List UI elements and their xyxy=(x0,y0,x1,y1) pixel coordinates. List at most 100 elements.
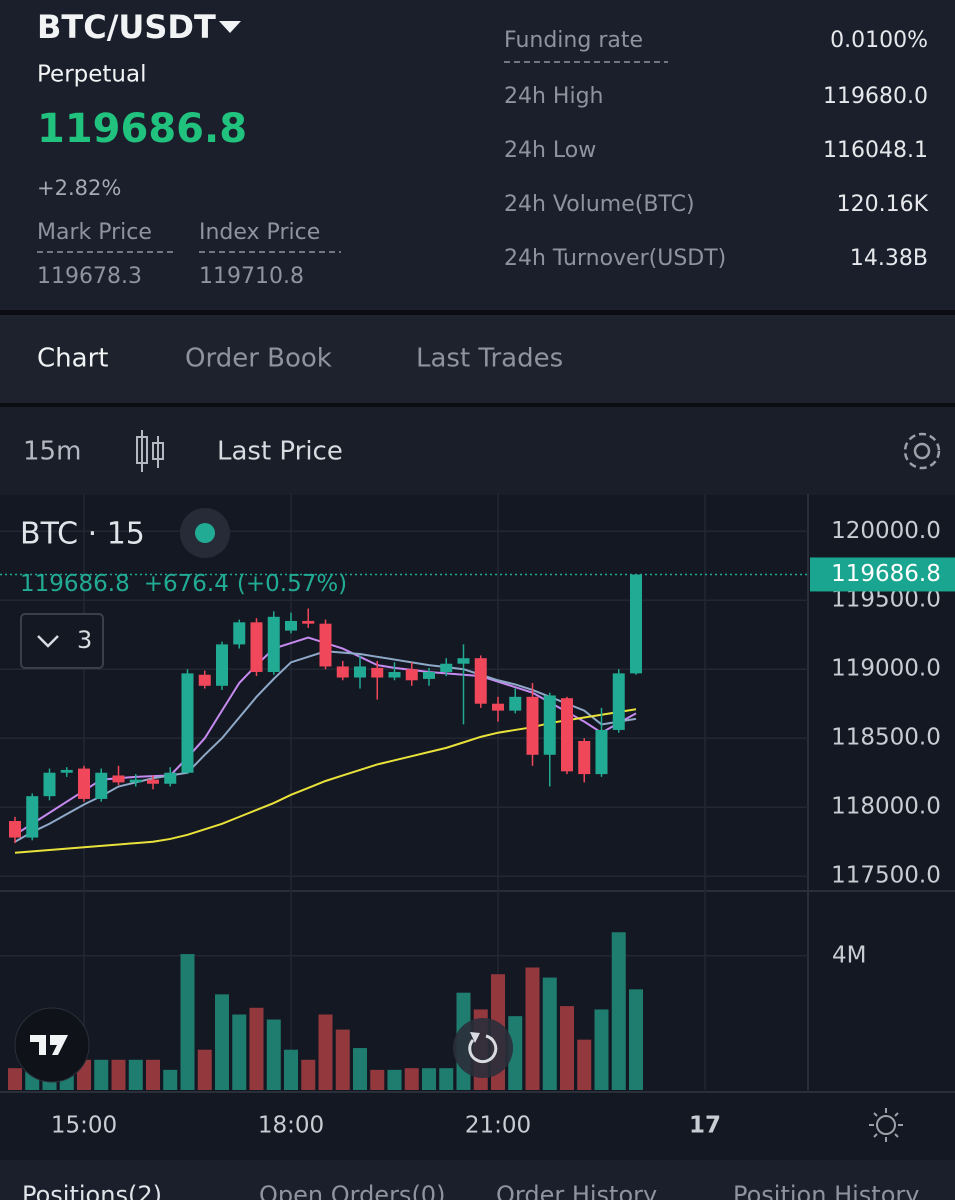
stat-label: Funding rate xyxy=(504,28,643,53)
separator xyxy=(0,403,955,407)
symbol-dropdown[interactable] xyxy=(219,21,241,33)
header-bg xyxy=(0,0,955,310)
last-change: +676.4 xyxy=(144,571,229,597)
price-type[interactable]: Last Price xyxy=(217,437,343,467)
stat-value: 0.0100% xyxy=(830,28,928,53)
settings-icon[interactable] xyxy=(903,432,941,470)
volume-bar xyxy=(370,1069,385,1090)
index-price-label: Index Price xyxy=(199,220,320,245)
volume-bar xyxy=(318,1014,333,1090)
candle-body xyxy=(440,663,453,672)
volume-bar xyxy=(525,967,540,1090)
bottom-bg xyxy=(0,1160,955,1200)
bottom-tab[interactable]: Open Orders(0) xyxy=(259,1181,445,1200)
indicator-count[interactable]: 3 xyxy=(77,626,92,654)
x-tick-label: 15:00 xyxy=(51,1113,117,1139)
y-tick-label: 119000.0 xyxy=(831,656,941,682)
tab[interactable]: Chart xyxy=(37,344,108,374)
candle-body xyxy=(250,622,263,672)
reset-arrow[interactable] xyxy=(470,1032,480,1043)
candle-body xyxy=(371,667,384,678)
volume-bar xyxy=(146,1059,160,1090)
stat-label: 24h Turnover(USDT) xyxy=(504,246,726,271)
volume-bar xyxy=(266,1019,281,1090)
candle-body xyxy=(492,703,504,711)
interval[interactable]: 15m xyxy=(23,437,81,467)
candle-body xyxy=(147,779,159,784)
stat-label: 24h Low xyxy=(504,138,596,163)
candle-body xyxy=(78,768,90,799)
candle-body xyxy=(216,644,228,686)
volume-bar xyxy=(232,1014,247,1090)
tv-logo[interactable] xyxy=(30,1035,68,1055)
separator xyxy=(0,310,955,315)
change: +2.82% xyxy=(37,176,121,200)
volume-bar xyxy=(508,1016,523,1090)
volume-bar xyxy=(163,1069,178,1090)
candle-body xyxy=(405,669,418,681)
x-tick-label: 21:00 xyxy=(465,1113,531,1139)
candle-body xyxy=(526,696,539,755)
candle-body xyxy=(112,775,125,783)
candle-body xyxy=(267,616,280,672)
candle-body xyxy=(198,674,211,686)
last-price-label: 119686.8 xyxy=(831,561,941,587)
mark-price-label: Mark Price xyxy=(37,220,152,245)
x-tick-label: 18:00 xyxy=(258,1113,324,1139)
candle-body xyxy=(474,658,487,704)
candle-body xyxy=(595,729,608,775)
volume-bar xyxy=(335,1029,350,1090)
vol-tick-label: 4M xyxy=(832,942,866,968)
stat-value: 116048.1 xyxy=(823,138,928,163)
candle-body xyxy=(26,796,39,838)
tab[interactable]: Order Book xyxy=(185,344,332,374)
last-change-pct: (+0.57%) xyxy=(237,571,347,597)
stat-label: 24h High xyxy=(504,84,604,109)
candle-body xyxy=(457,658,470,664)
volume-bar xyxy=(8,1068,22,1090)
volume-bar xyxy=(629,989,643,1090)
stat-value: 120.16K xyxy=(837,192,929,217)
candle-icon[interactable] xyxy=(136,430,164,472)
last-price: 119686.8 xyxy=(20,571,130,597)
bottom-tab[interactable]: Position History xyxy=(733,1181,919,1200)
reset-icon[interactable] xyxy=(468,1034,498,1064)
stat-value: 14.38B xyxy=(850,246,928,271)
candle-body xyxy=(43,772,56,797)
stat-label: 24h Volume(BTC) xyxy=(504,192,695,217)
volume-bar xyxy=(542,977,557,1090)
last-price-box xyxy=(810,557,955,592)
candle-body xyxy=(302,620,315,624)
symbol[interactable]: BTC/USDT xyxy=(37,8,216,46)
volume-bar xyxy=(94,1059,109,1090)
bottom-tab[interactable]: Positions(2) xyxy=(22,1181,162,1200)
candle-body xyxy=(336,666,349,678)
stat-value: 119680.0 xyxy=(823,84,928,109)
candle-body xyxy=(612,673,625,730)
candle-body xyxy=(9,821,21,838)
candle-body xyxy=(164,772,177,784)
chart-title: BTC · 15 xyxy=(20,517,145,552)
toolbar-bg xyxy=(0,407,955,495)
candle-body xyxy=(561,698,573,772)
volume-bar xyxy=(422,1068,436,1090)
tab[interactable]: Last Trades xyxy=(416,344,563,374)
y-tick-label: 120000.0 xyxy=(831,518,941,544)
volume-bar xyxy=(301,1059,316,1090)
bottom-tab[interactable]: Order History xyxy=(496,1181,657,1200)
volume-bar xyxy=(111,1059,126,1090)
sun-icon[interactable] xyxy=(869,1108,903,1142)
candle-body xyxy=(181,673,194,773)
reset-bg[interactable] xyxy=(453,1018,513,1078)
chevron[interactable] xyxy=(37,635,59,648)
volume-bar xyxy=(284,1049,298,1090)
candle-body xyxy=(285,620,297,631)
volume-bar xyxy=(577,1039,592,1090)
candle-body xyxy=(319,623,332,667)
volume-bar xyxy=(594,1009,609,1090)
candle-body xyxy=(423,671,435,679)
candle-body xyxy=(129,779,142,783)
candle-body xyxy=(630,574,642,674)
indicator-toggle[interactable] xyxy=(20,613,104,669)
candle-body xyxy=(578,740,591,775)
